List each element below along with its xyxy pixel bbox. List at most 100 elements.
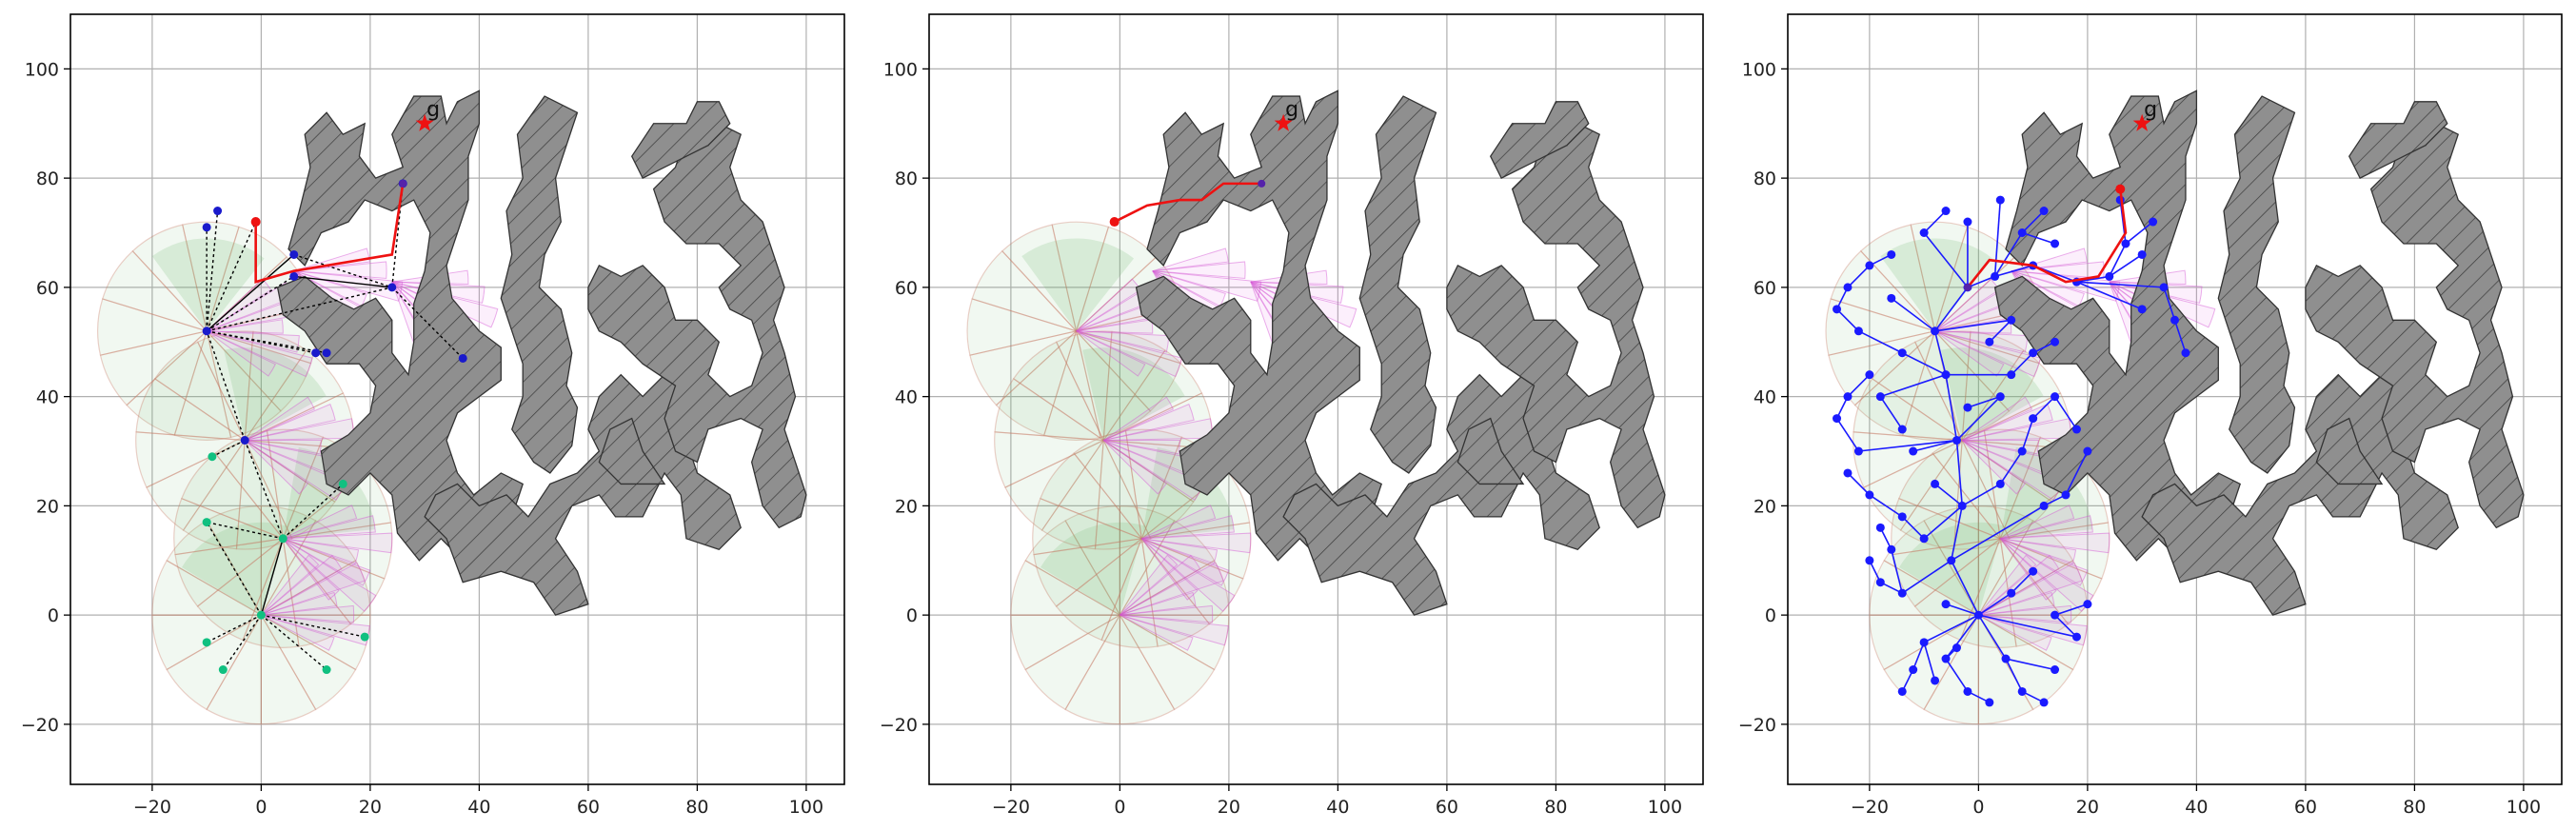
sensor-sector <box>1101 349 1203 443</box>
tree-node <box>1919 638 1929 647</box>
visibility-fan <box>1961 396 2033 441</box>
sensor-sector <box>1010 614 1122 671</box>
obstacle <box>1282 373 1600 616</box>
tree-node <box>1995 479 2005 488</box>
tree-node <box>240 436 249 445</box>
tree-edge <box>1901 352 1947 376</box>
y-tick-label: 60 <box>895 278 918 299</box>
tree-node <box>1865 556 1874 565</box>
tree-edge <box>1923 614 1979 643</box>
sensor-sector <box>166 613 264 711</box>
x-tick-label: 40 <box>2185 797 2208 818</box>
visibility-fan <box>260 554 320 616</box>
solution-path <box>254 183 405 284</box>
path-start <box>2115 184 2126 194</box>
visibility-fan <box>261 591 338 616</box>
tree-node <box>2029 414 2038 424</box>
sensor-sector <box>99 329 209 406</box>
sensor-sector <box>1051 221 1110 334</box>
visibility-fan <box>261 554 343 616</box>
visibility-fan <box>2011 270 2121 302</box>
tree-node <box>2071 425 2081 434</box>
tree-edge <box>1912 439 1957 452</box>
visibility-fan <box>1141 538 1230 586</box>
visibility-fan <box>283 538 360 564</box>
tree-node <box>311 348 321 358</box>
sensor-sector <box>1960 349 2062 443</box>
tree-edge <box>1835 308 1859 332</box>
visibility-fan <box>293 270 404 302</box>
tree-node <box>2007 370 2016 380</box>
sensor-sector <box>153 341 247 443</box>
tree-edge <box>1955 440 1964 506</box>
tree-edge <box>1993 232 2023 277</box>
sensor-sector <box>259 614 371 671</box>
tree <box>1833 195 2190 707</box>
sensor-sector <box>260 612 317 725</box>
visibility-fan <box>1978 591 2055 616</box>
visibility-fan <box>1141 505 1217 540</box>
obstacles <box>1993 89 2525 616</box>
tree-edge <box>1891 549 1904 594</box>
visibility-fan <box>261 604 355 623</box>
visibility-fan <box>283 505 358 540</box>
tree-edge <box>1847 374 1871 398</box>
tree-node <box>289 271 299 281</box>
y-tick-label: 20 <box>895 496 918 517</box>
goal-label: g <box>426 98 440 122</box>
visibility-fan <box>1978 562 2083 616</box>
solution-path <box>1966 188 2128 288</box>
tree-node <box>1952 436 1961 445</box>
sensor-sector <box>1012 341 1105 443</box>
sensor-sector <box>1139 537 1244 625</box>
tree-edge <box>1955 396 2001 442</box>
visibility-fan <box>282 538 377 612</box>
obstacle <box>2315 417 2384 485</box>
sensor-sector <box>282 536 352 647</box>
tree-node <box>202 326 211 336</box>
visibility-fan <box>2000 505 2075 540</box>
sensor-sector <box>135 431 248 488</box>
obstacle <box>276 89 524 562</box>
y-tick-label: 100 <box>883 59 918 80</box>
sensor-sector <box>1853 328 1936 436</box>
visibility-fan <box>206 330 276 377</box>
tree-edge <box>260 538 284 616</box>
tree-node <box>1985 337 1994 346</box>
y-tick-label: 20 <box>1754 496 1776 517</box>
obstacle <box>630 101 731 180</box>
x-tick-label: 0 <box>1114 797 1125 818</box>
visibility-fan <box>244 396 316 441</box>
x-tick-label: 80 <box>2403 797 2426 818</box>
tree-node <box>202 638 211 647</box>
visibility-fan <box>1140 538 1199 601</box>
tree-node <box>1853 446 1863 456</box>
tree-edge <box>1977 592 2012 616</box>
tree-node <box>2051 665 2060 675</box>
tree-edge <box>1945 374 1958 441</box>
tree-node <box>2083 446 2092 456</box>
obstacle <box>2141 373 2459 616</box>
x-tick-label: 40 <box>467 797 490 818</box>
y-tick-label: 60 <box>1754 278 1776 299</box>
visibility-fan <box>283 532 393 554</box>
sensor-sector <box>243 349 345 443</box>
tree-edge <box>261 614 366 638</box>
x-tick-label: −20 <box>133 797 171 818</box>
sensor-sector-dense <box>151 238 265 331</box>
tree-node <box>1931 676 1940 685</box>
visibility-fan <box>245 440 322 455</box>
tree-node <box>256 610 266 620</box>
sensor-sector <box>1010 560 1122 616</box>
sensor-sector <box>1976 614 2089 671</box>
sensor-sector <box>206 612 262 725</box>
tree-edge <box>1945 614 1980 660</box>
tree-node <box>2137 249 2147 259</box>
tree-edge <box>1923 209 1947 234</box>
sensor-sector-dense <box>283 446 376 539</box>
sensor-sector-dense <box>224 347 327 441</box>
tree-edge <box>1977 614 2007 660</box>
tree-node <box>1865 490 1874 500</box>
tree-node <box>2181 348 2190 358</box>
sensor-sector <box>182 221 240 334</box>
